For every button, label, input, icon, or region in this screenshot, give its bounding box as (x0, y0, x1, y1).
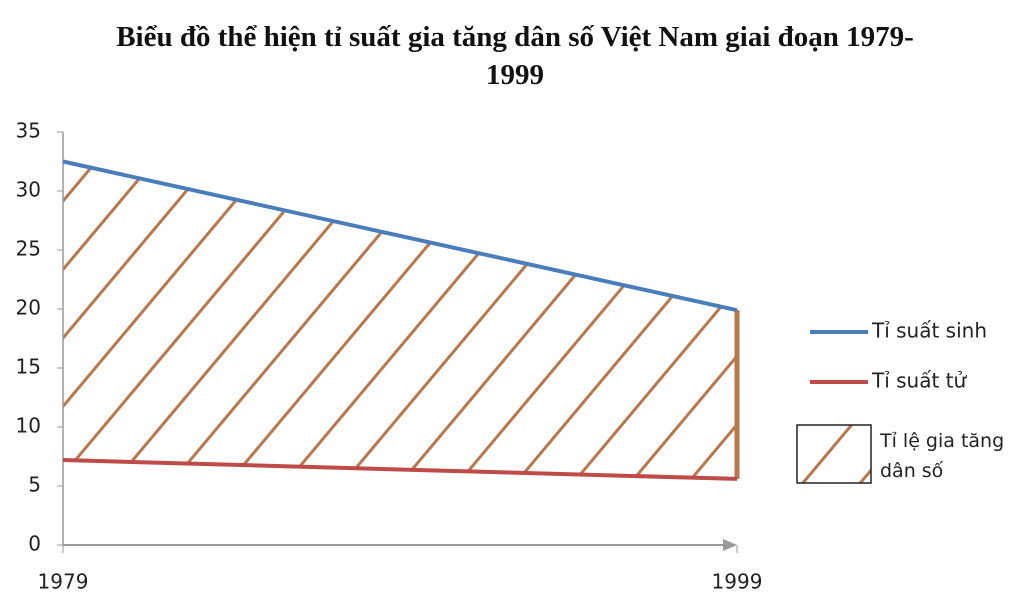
y-tick-label: 35 (16, 119, 41, 143)
legend-label: Tỉ suất sinh (871, 319, 987, 343)
line (62, 159, 738, 313)
x-tick-label: 1979 (38, 570, 89, 594)
hatched-area (63, 161, 737, 479)
line (62, 458, 738, 481)
legend-label: Tỉ lệ gia tăng dân số (880, 430, 1005, 482)
y-tick-label: 5 (28, 473, 41, 497)
y-tick-label: 20 (16, 296, 41, 320)
y-tick-label: 25 (16, 237, 41, 261)
legend-label: Tỉ suất tử (871, 369, 968, 393)
legend-swatch (796, 424, 872, 484)
axis-arrow (723, 539, 737, 551)
y-tick-label: 10 (16, 414, 41, 438)
chart-title: Biểu đồ thể hiện tỉ suất gia tăng dân số… (116, 21, 914, 91)
y-tick-label: 0 (28, 532, 41, 556)
x-tick-label: 1999 (712, 570, 763, 594)
y-tick-label: 30 (16, 178, 41, 202)
y-tick-label: 15 (16, 355, 41, 379)
